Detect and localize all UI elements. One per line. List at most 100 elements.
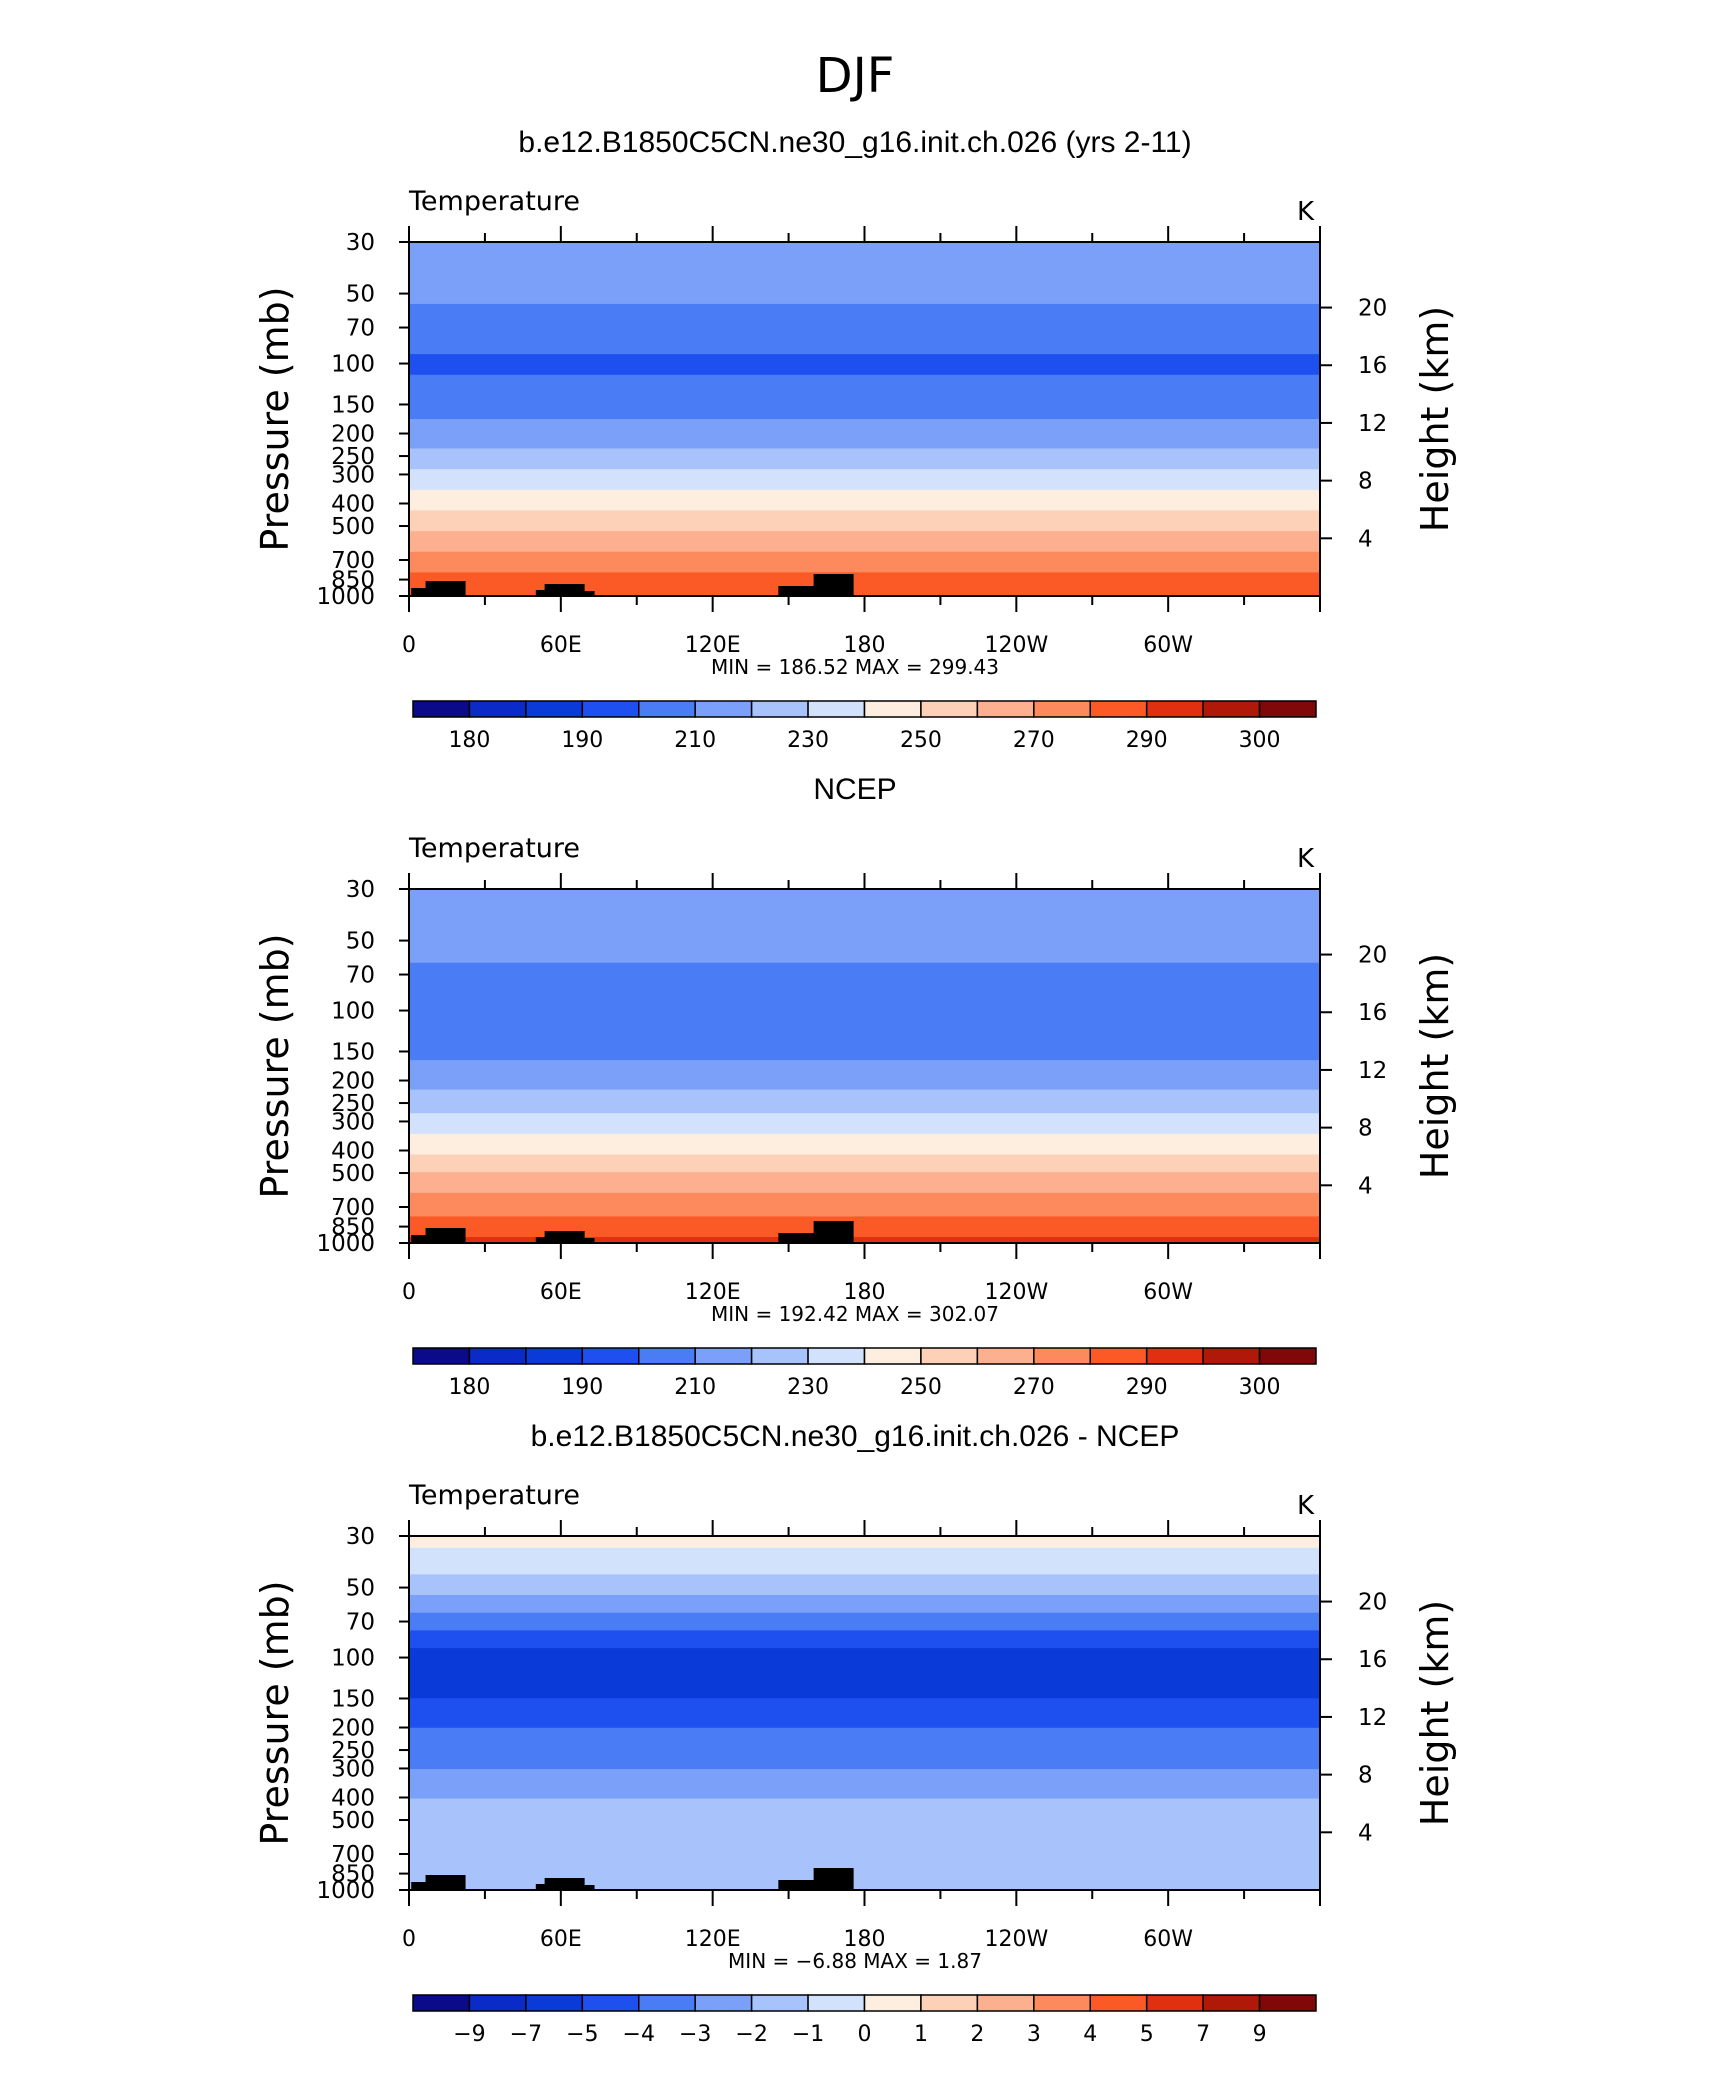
x-tick-label: 0 bbox=[402, 1927, 416, 1952]
y-tick-label: 300 bbox=[331, 1756, 375, 1782]
y-tick-label: 100 bbox=[331, 1646, 375, 1672]
contour-band bbox=[409, 1127, 1320, 1132]
y-tick-label: 70 bbox=[346, 316, 375, 342]
contour-band bbox=[409, 1586, 1320, 1590]
colorbar-swatch bbox=[1089, 700, 1148, 718]
contour-band bbox=[409, 315, 1320, 320]
contour-band bbox=[409, 1154, 1320, 1159]
colorbar-label: −7 bbox=[510, 2022, 542, 2047]
colorbar-label: 9 bbox=[1253, 2022, 1267, 2047]
contour-band bbox=[409, 1204, 1320, 1209]
contour-band bbox=[409, 1881, 1320, 1885]
contour-band bbox=[409, 1659, 1320, 1664]
contour-band bbox=[409, 1133, 1320, 1138]
contour-band bbox=[409, 433, 1320, 438]
contour-band bbox=[409, 1063, 1320, 1067]
contour-band bbox=[409, 259, 1320, 264]
contour-band bbox=[409, 1568, 1320, 1572]
contour-band bbox=[409, 531, 1320, 535]
colorbar-swatch bbox=[581, 700, 640, 718]
contour-band bbox=[409, 256, 1320, 261]
contour-band bbox=[409, 1745, 1320, 1749]
colorbar-swatch bbox=[412, 1347, 471, 1365]
contour-band bbox=[409, 1054, 1320, 1058]
contour-band bbox=[409, 475, 1320, 479]
colorbar-swatch bbox=[638, 1994, 696, 2012]
colorbar-label: 180 bbox=[448, 1375, 490, 1400]
colorbar-label: 300 bbox=[1239, 728, 1281, 753]
topography-block bbox=[554, 591, 595, 596]
y-tick-label: 200 bbox=[331, 1069, 375, 1095]
topography-block bbox=[791, 586, 832, 596]
contour-band bbox=[409, 1178, 1320, 1182]
contour-band bbox=[409, 1077, 1320, 1082]
colorbar-swatch bbox=[694, 700, 753, 718]
contour-band bbox=[409, 1704, 1320, 1708]
contour-band bbox=[409, 295, 1320, 299]
contour-band bbox=[409, 1080, 1320, 1085]
contour-band bbox=[409, 410, 1320, 414]
contour-band bbox=[409, 1780, 1320, 1785]
colorbar-swatch bbox=[863, 700, 922, 718]
y-axis-title: Pressure (mb) bbox=[253, 1580, 297, 1845]
contour-band bbox=[409, 1819, 1320, 1823]
contour-band bbox=[409, 572, 1320, 576]
colorbar-swatch bbox=[1089, 1347, 1148, 1365]
contour-band bbox=[409, 956, 1320, 961]
units-label: K bbox=[1297, 1491, 1315, 1521]
y-axis-title: Pressure (mb) bbox=[253, 933, 297, 1198]
y-tick-label: 500 bbox=[331, 1161, 375, 1187]
contour-band bbox=[409, 492, 1320, 497]
contour-band bbox=[409, 891, 1320, 896]
contour-field bbox=[409, 889, 1320, 1244]
contour-band bbox=[409, 1733, 1320, 1738]
contour-band bbox=[409, 1092, 1320, 1097]
colorbar-swatch bbox=[525, 700, 584, 718]
contour-band bbox=[409, 551, 1320, 556]
y-right-tick-label: 4 bbox=[1358, 1173, 1373, 1199]
contour-band bbox=[409, 445, 1320, 450]
contour-band bbox=[409, 1677, 1320, 1682]
contour-band bbox=[409, 1181, 1320, 1185]
contour-band bbox=[409, 271, 1320, 276]
contour-band bbox=[409, 1648, 1320, 1652]
contour-band bbox=[409, 1662, 1320, 1667]
contour-band bbox=[409, 480, 1320, 485]
contour-band bbox=[409, 292, 1320, 296]
topography bbox=[411, 1221, 854, 1243]
contour-band bbox=[409, 1201, 1320, 1206]
y-tick-label: 500 bbox=[331, 514, 375, 540]
contour-band bbox=[409, 1107, 1320, 1111]
y-tick-label: 50 bbox=[346, 1576, 375, 1602]
contour-band bbox=[409, 1071, 1320, 1076]
contour-band bbox=[409, 1207, 1320, 1212]
x-tick-label: 0 bbox=[402, 633, 416, 658]
contour-band bbox=[409, 348, 1320, 352]
contour-band bbox=[409, 1192, 1320, 1197]
colorbar-label: 3 bbox=[1027, 2022, 1041, 2047]
contour-band bbox=[409, 918, 1320, 923]
contour-band bbox=[409, 1831, 1320, 1835]
panel-title: b.e12.B1850C5CN.ne30_g16.init.ch.026 (yr… bbox=[518, 126, 1191, 159]
y-tick-label: 850 bbox=[331, 1862, 375, 1888]
contour-band bbox=[409, 407, 1320, 411]
y-tick-label: 30 bbox=[346, 877, 375, 903]
contour-band bbox=[409, 560, 1320, 565]
units-label: K bbox=[1297, 197, 1315, 227]
contour-band bbox=[409, 318, 1320, 323]
topography-block bbox=[554, 1885, 595, 1890]
variable-label: Temperature bbox=[408, 186, 580, 217]
contour-band bbox=[409, 1636, 1320, 1640]
colorbar-swatch bbox=[694, 1347, 753, 1365]
contour-band bbox=[409, 1701, 1320, 1705]
contour-band bbox=[409, 1866, 1320, 1870]
contour-band bbox=[409, 1627, 1320, 1631]
contour-band bbox=[409, 1848, 1320, 1853]
y-right-axis: 20 16 12 8 4 bbox=[1320, 1590, 1387, 1846]
y-right-tick-label: 12 bbox=[1358, 1705, 1387, 1731]
colorbar-label: −5 bbox=[566, 2022, 598, 2047]
contour-band bbox=[409, 1763, 1320, 1767]
y-right-tick-label: 8 bbox=[1358, 1116, 1373, 1142]
contour-band bbox=[409, 501, 1320, 506]
